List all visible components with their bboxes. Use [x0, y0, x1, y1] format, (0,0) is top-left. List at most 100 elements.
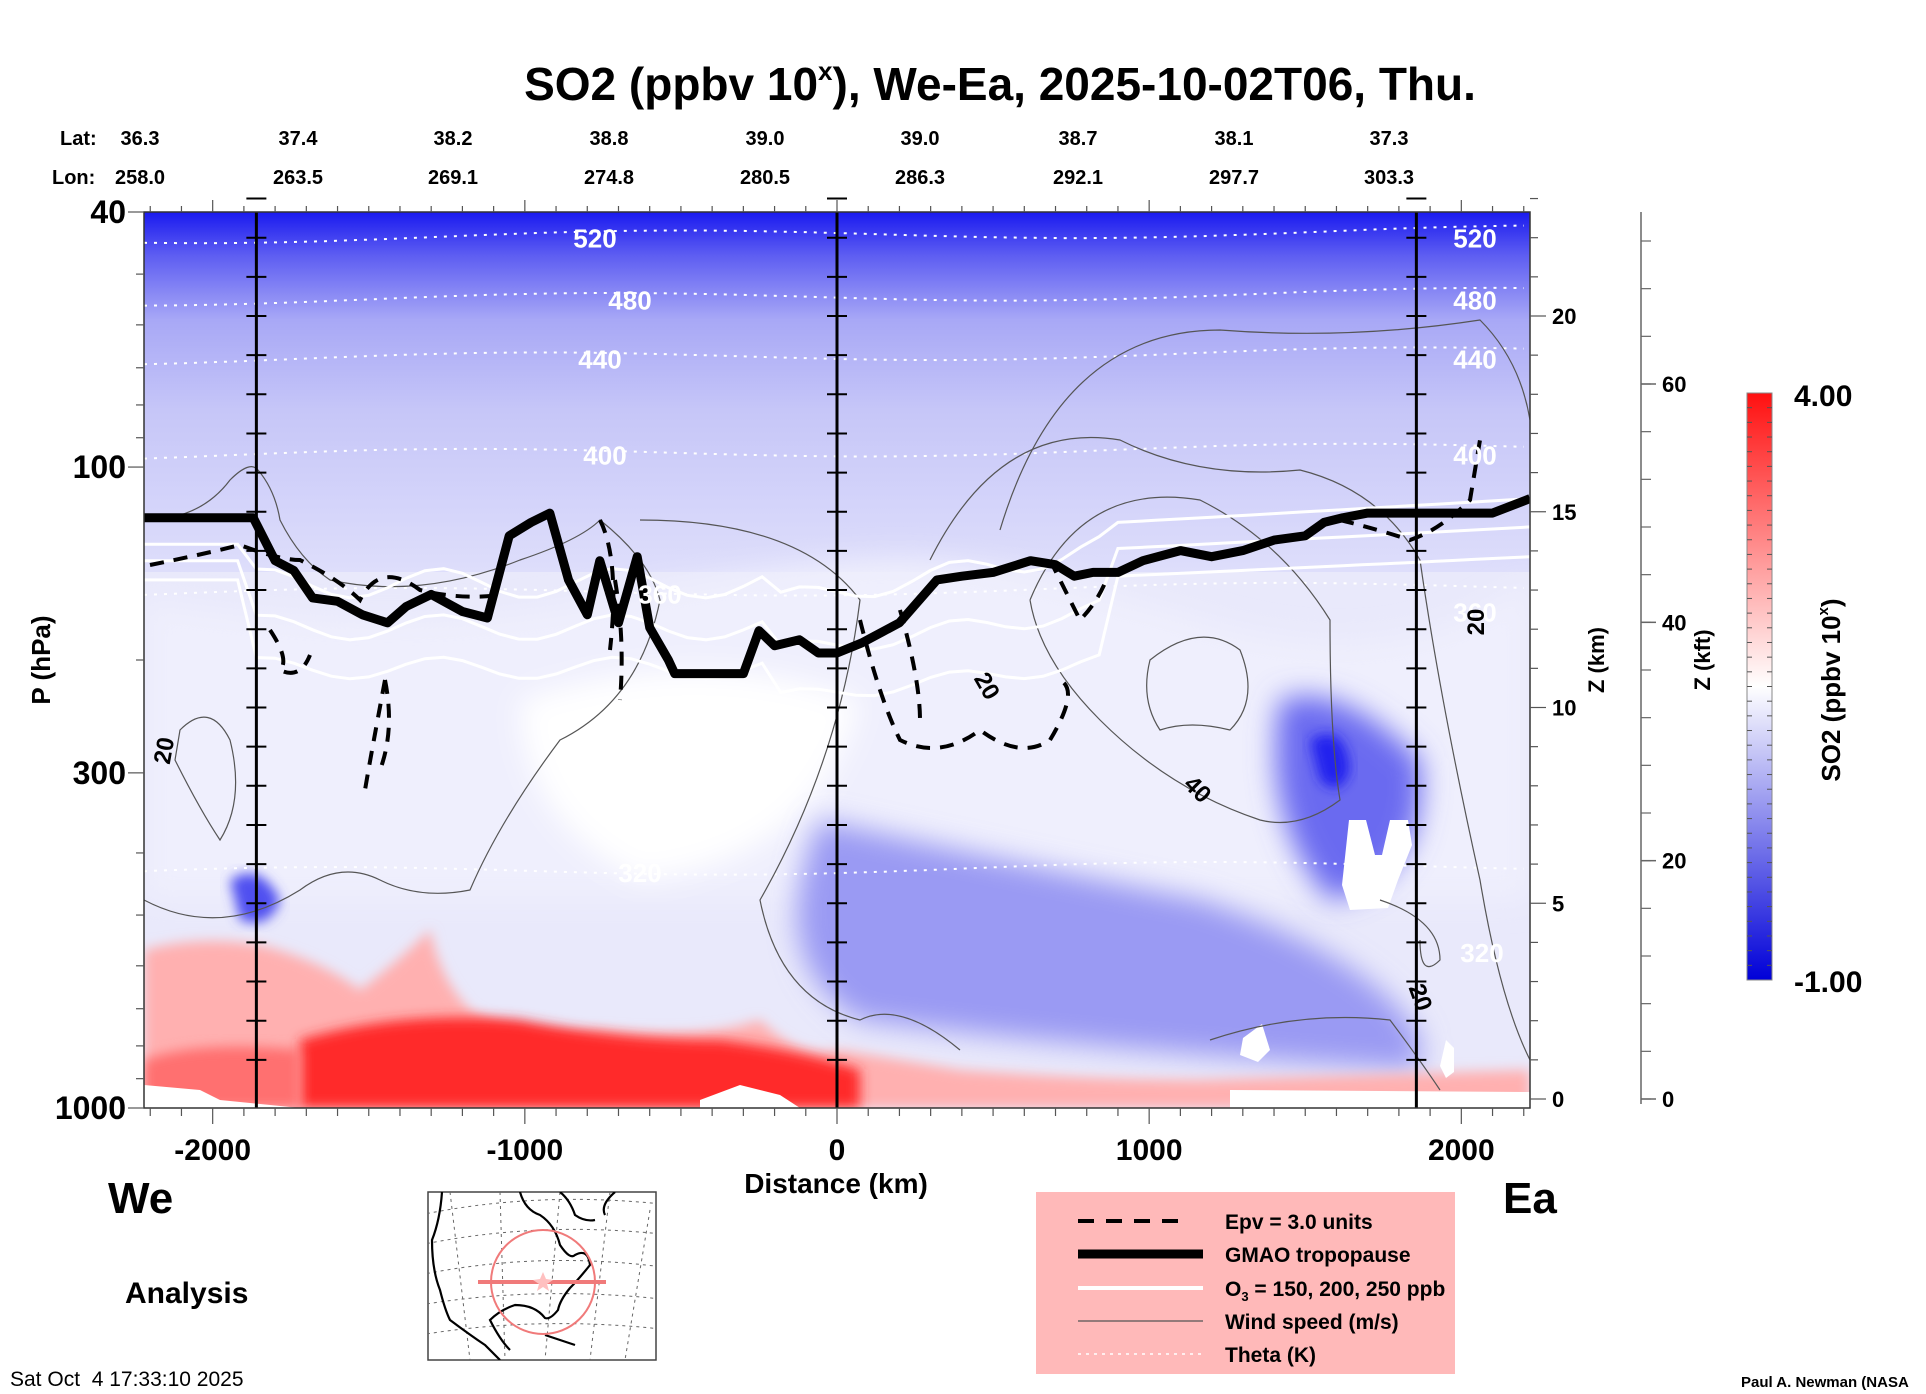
lon-value: 258.0: [115, 167, 165, 189]
map-coastlines: [430, 1192, 616, 1360]
wind-speed-label: 20: [1463, 609, 1490, 636]
tropopause-line: [144, 494, 1530, 679]
z-km-axis: 0 5 10 15 20: [1530, 197, 1576, 1112]
lat-value: 38.7: [1059, 128, 1098, 150]
theta-label: 480: [608, 286, 651, 316]
x-tick-label: -2000: [174, 1134, 251, 1167]
colorbar-ticks: [1747, 407, 1772, 966]
theta-contour-480: [144, 286, 1525, 307]
z-km-tick-label: 5: [1552, 891, 1564, 916]
east-label: Ea: [1503, 1174, 1557, 1223]
y-axis: 40 100 300 1000: [55, 194, 144, 1126]
y-tick-label: 40: [90, 194, 126, 230]
y-tick-label: 1000: [55, 1090, 126, 1126]
theta-label: 320: [1460, 938, 1503, 968]
x-axis-label: Distance (km): [744, 1168, 928, 1199]
epv-contours: [149, 439, 1482, 791]
theta-label: 360: [638, 579, 681, 609]
theta-label: 440: [578, 345, 621, 375]
credit: Paul A. Newman (NASA: [1741, 1374, 1909, 1391]
theta-label: 400: [583, 441, 626, 471]
lon-value: 263.5: [273, 167, 323, 189]
z-kft-tick-label: 0: [1662, 1087, 1674, 1112]
theta-label: 320: [618, 858, 661, 888]
lat-value: 39.0: [746, 128, 785, 150]
lat-label: Lat:: [60, 128, 97, 150]
theta-label: 400: [1453, 441, 1496, 471]
missing-data-blob: [1342, 820, 1412, 910]
lon-value: 274.8: [584, 167, 634, 189]
theta-label: 520: [573, 224, 616, 254]
legend-item-theta: Theta (K): [1078, 1344, 1316, 1367]
analysis-label: Analysis: [125, 1277, 248, 1310]
lat-value: 38.1: [1215, 128, 1254, 150]
x-tick-label: 0: [829, 1134, 846, 1167]
theta-contour-360: [144, 581, 1525, 597]
z-km-tick-label: 15: [1552, 500, 1576, 525]
lat-value: 37.3: [1370, 128, 1409, 150]
y-tick-label: 300: [73, 755, 126, 791]
theta-contours: [144, 224, 1525, 876]
z-kft-tick-label: 60: [1662, 372, 1686, 397]
x-axis: -2000 -1000 0 1000 2000: [149, 200, 1525, 1167]
theta-contour-320: [144, 861, 1525, 876]
missing-data-blob: [1240, 1024, 1270, 1062]
timestamp: Sat Oct 4 17:33:10 2025: [10, 1368, 244, 1391]
vertical-markers: [246, 197, 1427, 1108]
z-kft-axis: 0 20 40 60: [1640, 212, 1686, 1112]
lon-value: 297.7: [1209, 167, 1259, 189]
theta-label: 520: [1453, 224, 1496, 254]
lon-value: 292.1: [1053, 167, 1103, 189]
lat-value: 39.0: [901, 128, 940, 150]
lon-value: 303.3: [1364, 167, 1414, 189]
y-axis-label: P (hPa): [26, 615, 56, 704]
tropopause-path: [144, 494, 1530, 679]
wind-speed-label: 20: [149, 735, 180, 766]
z-km-tick-label: 10: [1552, 696, 1576, 721]
theta-contour-400: [144, 442, 1525, 460]
z-kft-tick-label: 20: [1662, 849, 1686, 874]
west-label: We: [108, 1174, 173, 1223]
svg-text:GMAO tropopause: GMAO tropopause: [1225, 1244, 1411, 1267]
z-km-tick-label: 20: [1552, 304, 1576, 329]
colorbar: 4.00 -1.00 SO2 (ppbv 10x): [1746, 380, 1862, 999]
theta-contour-520: [144, 224, 1525, 245]
theta-label: 480: [1453, 286, 1496, 316]
svg-text:Wind speed (m/s): Wind speed (m/s): [1225, 1311, 1399, 1334]
colorbar-label: SO2 (ppbv 10x): [1815, 598, 1846, 781]
x-tick-label: 1000: [1116, 1134, 1183, 1167]
legend: Epv = 3.0 units GMAO tropopause O3 = 150…: [1036, 1192, 1455, 1374]
theta-label: 440: [1453, 345, 1496, 375]
svg-text:Epv = 3.0 units: Epv = 3.0 units: [1225, 1211, 1373, 1234]
missing-data-blob: [1440, 1040, 1454, 1078]
theta-contour-440: [144, 346, 1525, 366]
colorbar-max-label: 4.00: [1794, 380, 1852, 413]
legend-item-tropopause: GMAO tropopause: [1078, 1244, 1411, 1267]
legend-background: [1036, 1192, 1455, 1374]
chart-title: SO2 (ppbv 10x), We-Ea, 2025-10-02T06, Th…: [524, 56, 1476, 110]
legend-item-epv: Epv = 3.0 units: [1078, 1211, 1373, 1234]
lat-value: 37.4: [279, 128, 319, 150]
z-km-axis-label: Z (km): [1584, 627, 1609, 693]
y-tick-label: 100: [73, 449, 126, 485]
lat-value: 38.8: [590, 128, 629, 150]
lat-lon-header: Lat: Lon: 36.3 258.0 37.4 263.5 38.2 269.1 38.…: [52, 128, 1414, 189]
theta-label: 360: [1453, 597, 1496, 627]
lon-value: 286.3: [895, 167, 945, 189]
map-center-star: [533, 1272, 553, 1291]
lon-label: Lon:: [52, 167, 95, 189]
legend-item-ozone: O3 = 150, 200, 250 ppb: [1078, 1278, 1445, 1304]
x-tick-label: 2000: [1428, 1134, 1495, 1167]
x-tick-label: -1000: [486, 1134, 563, 1167]
lat-value: 36.3: [121, 128, 160, 150]
z-kft-tick-label: 40: [1662, 610, 1686, 635]
lon-value: 280.5: [740, 167, 790, 189]
lon-value: 269.1: [428, 167, 478, 189]
svg-text:Theta (K): Theta (K): [1225, 1344, 1316, 1367]
z-kft-axis-label: Z (kft): [1690, 629, 1715, 690]
svg-text:O3 = 150, 200, 250 ppb: O3 = 150, 200, 250 ppb: [1225, 1278, 1445, 1304]
map-inset: [427, 1191, 657, 1361]
lat-value: 38.2: [434, 128, 473, 150]
legend-item-wind: Wind speed (m/s): [1078, 1311, 1399, 1334]
